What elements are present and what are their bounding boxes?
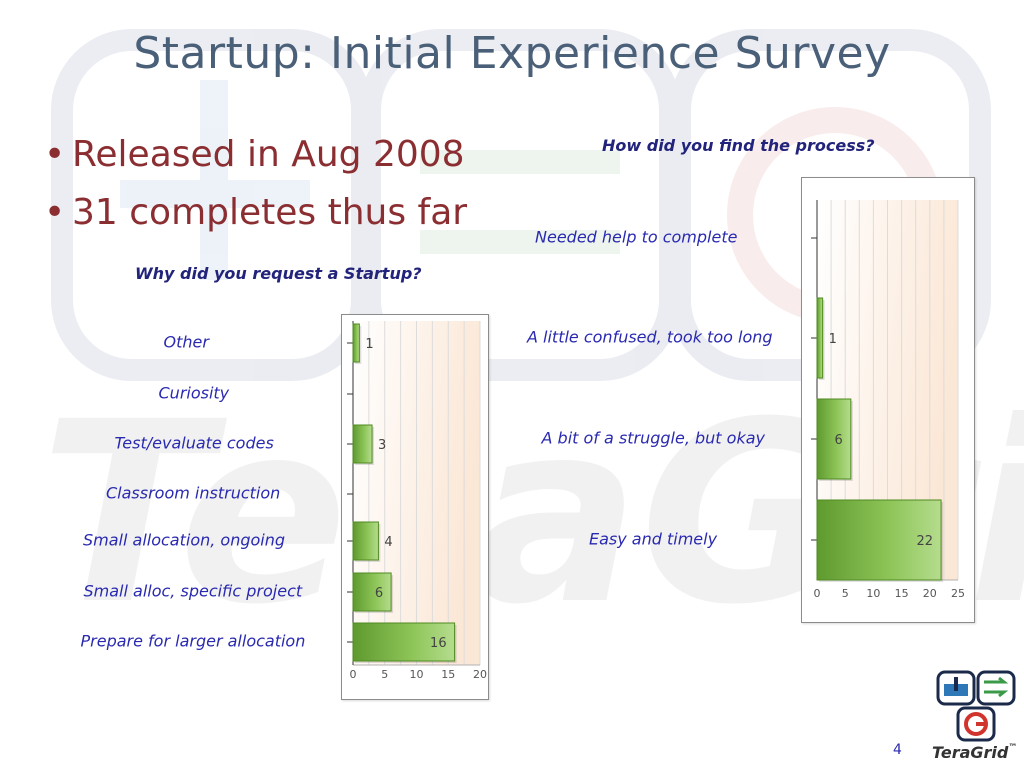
x-tick-label: 20 — [923, 587, 937, 600]
bullet-dot: • — [44, 134, 66, 175]
bar — [352, 622, 456, 662]
x-tick-label: 0 — [350, 668, 357, 681]
x-tick-label: 15 — [895, 587, 909, 600]
bullet-item: • Released in Aug 2008 — [44, 126, 467, 184]
chart1-frame: 0 5 10 15 20 1 3 4 6 16 — [341, 314, 489, 700]
category-label: A little confused, took too long — [527, 327, 773, 347]
bar-value-label: 6 — [835, 433, 843, 448]
bar — [352, 323, 360, 363]
x-tick-label: 5 — [381, 668, 388, 681]
bullet-dot: • — [44, 192, 66, 233]
bar — [352, 521, 379, 561]
bullet-text: Released in Aug 2008 — [72, 134, 465, 175]
bar-value-label: 22 — [917, 534, 934, 549]
category-label: Classroom instruction — [106, 483, 281, 503]
x-tick-label: 20 — [473, 668, 487, 681]
category-label: Small alloc, specific project — [83, 581, 303, 601]
category-label: Prepare for larger allocation — [80, 631, 306, 651]
chart1-title: Why did you request a Startup? — [135, 264, 422, 283]
chart2-plot: 0 5 10 15 20 25 1 6 22 — [811, 200, 965, 600]
x-tick-label: 10 — [866, 587, 880, 600]
category-label: Test/evaluate codes — [114, 433, 274, 453]
bar-value-label: 1 — [829, 332, 837, 347]
x-tick-label: 15 — [441, 668, 455, 681]
category-label: Other — [163, 332, 209, 352]
category-label: A bit of a struggle, but okay — [541, 428, 765, 448]
bar — [816, 499, 942, 581]
bar — [816, 297, 824, 379]
category-label: Small allocation, ongoing — [83, 530, 286, 550]
teragrid-logo-text: TeraGrid™ — [932, 743, 1017, 762]
teragrid-logo — [936, 670, 1016, 742]
x-tick-label: 5 — [842, 587, 849, 600]
bar-value-label: 3 — [378, 438, 386, 453]
category-label: Easy and timely — [589, 529, 718, 549]
x-tick-label: 0 — [814, 587, 821, 600]
category-label: Needed help to complete — [535, 227, 738, 247]
slide-title: Startup: Initial Experience Survey — [133, 28, 891, 79]
bar — [352, 572, 392, 612]
x-tick-label: 25 — [951, 587, 965, 600]
page-number: 4 — [893, 742, 902, 758]
bar — [816, 398, 852, 480]
logo-trademark: ™ — [1008, 743, 1018, 753]
bar-value-label: 6 — [375, 586, 383, 601]
category-label: Curiosity — [158, 383, 230, 403]
chart1-plot: 0 5 10 15 20 1 3 4 6 16 — [347, 321, 487, 681]
bar-value-label: 4 — [384, 535, 392, 550]
bullet-item: • 31 completes thus far — [44, 184, 467, 242]
bar — [352, 424, 373, 464]
bullet-text: 31 completes thus far — [72, 192, 468, 233]
bar-value-label: 16 — [430, 636, 447, 651]
bullet-list: • Released in Aug 2008 • 31 completes thus… — [44, 126, 467, 242]
logo-wordmark: TeraGrid — [932, 743, 1009, 762]
chart2-title: How did you find the process? — [602, 136, 875, 155]
x-tick-label: 10 — [410, 668, 424, 681]
chart2-frame: 0 5 10 15 20 25 1 6 22 — [801, 177, 975, 623]
bar-value-label: 1 — [365, 337, 373, 352]
